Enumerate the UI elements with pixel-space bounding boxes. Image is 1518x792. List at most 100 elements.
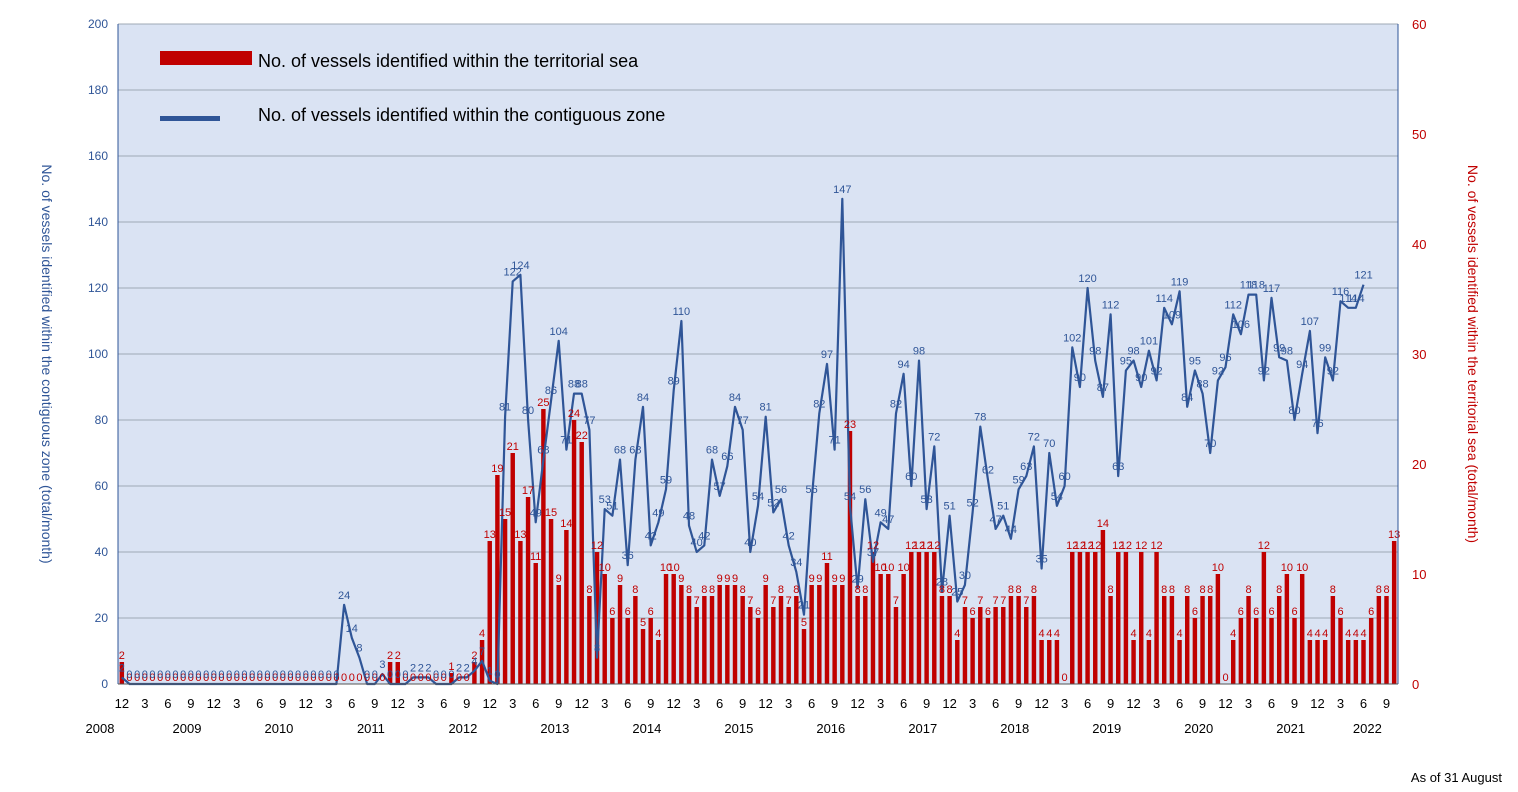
line-data-label: 0 bbox=[295, 669, 301, 681]
bar-data-label: 8 bbox=[1184, 584, 1190, 596]
bar-data-label: 0 bbox=[1222, 672, 1228, 684]
bar-data-label: 8 bbox=[793, 584, 799, 596]
territorial-sea-bar bbox=[939, 596, 945, 684]
year-label: 2016 bbox=[816, 721, 845, 736]
line-data-label: 0 bbox=[441, 669, 447, 681]
bar-data-label: 0 bbox=[195, 672, 201, 684]
territorial-sea-bar bbox=[625, 618, 630, 684]
bar-data-label: 0 bbox=[172, 672, 178, 684]
line-data-label: 0 bbox=[494, 669, 500, 681]
territorial-sea-bar bbox=[855, 596, 860, 684]
line-data-label: 56 bbox=[806, 484, 818, 496]
territorial-sea-bar bbox=[1047, 640, 1052, 684]
line-data-label: 72 bbox=[1028, 431, 1040, 443]
bar-data-label: 0 bbox=[341, 672, 347, 684]
bar-data-label: 0 bbox=[356, 672, 362, 684]
left-tick-label: 0 bbox=[101, 677, 108, 691]
territorial-sea-bar bbox=[985, 618, 991, 684]
territorial-sea-bar bbox=[1100, 530, 1106, 684]
bar-data-label: 8 bbox=[1245, 584, 1251, 596]
month-tick-label: 12 bbox=[115, 696, 129, 711]
line-data-label: 7 bbox=[479, 646, 485, 658]
line-data-label: 102 bbox=[1063, 332, 1081, 344]
territorial-sea-bar bbox=[640, 629, 646, 684]
line-data-label: 97 bbox=[821, 349, 833, 361]
territorial-sea-bar bbox=[571, 420, 577, 684]
year-label: 2018 bbox=[1000, 721, 1029, 736]
bar-data-label: 9 bbox=[816, 573, 822, 585]
line-data-label: 86 bbox=[545, 385, 557, 397]
bar-data-label: 4 bbox=[1039, 628, 1045, 640]
year-label: 2012 bbox=[448, 721, 477, 736]
bar-data-label: 4 bbox=[1176, 628, 1182, 640]
line-data-label: 25 bbox=[951, 587, 963, 599]
year-label: 2011 bbox=[357, 721, 385, 736]
territorial-sea-bar bbox=[970, 618, 975, 684]
territorial-sea-bar bbox=[1039, 640, 1044, 684]
territorial-sea-bar bbox=[1215, 574, 1221, 684]
territorial-sea-bar bbox=[518, 541, 523, 684]
line-data-label: 95 bbox=[1120, 356, 1132, 368]
month-tick-label: 3 bbox=[233, 696, 240, 711]
bar-data-label: 0 bbox=[249, 672, 255, 684]
territorial-sea-bar bbox=[1123, 552, 1129, 684]
bar-data-label: 12 bbox=[867, 540, 879, 552]
line-data-label: 60 bbox=[905, 471, 917, 483]
line-data-label: 94 bbox=[898, 359, 910, 371]
bar-data-label: 8 bbox=[1169, 584, 1175, 596]
month-tick-label: 6 bbox=[808, 696, 815, 711]
month-tick-label: 3 bbox=[1337, 696, 1344, 711]
territorial-sea-bar bbox=[648, 618, 653, 684]
territorial-sea-bar bbox=[1001, 607, 1006, 684]
month-tick-label: 12 bbox=[207, 696, 221, 711]
bar-data-label: 12 bbox=[1150, 540, 1162, 552]
year-label: 2013 bbox=[540, 721, 569, 736]
territorial-sea-bar bbox=[1238, 618, 1244, 684]
year-label: 2020 bbox=[1184, 721, 1213, 736]
bar-data-label: 0 bbox=[364, 672, 370, 684]
territorial-sea-bar bbox=[1054, 640, 1060, 684]
year-label: 2022 bbox=[1353, 721, 1382, 736]
line-data-label: 37 bbox=[867, 547, 879, 559]
bar-data-label: 12 bbox=[1120, 540, 1132, 552]
line-data-label: 99 bbox=[1273, 342, 1285, 354]
line-data-label: 63 bbox=[1020, 461, 1032, 473]
territorial-sea-bar bbox=[1108, 596, 1113, 684]
territorial-sea-bar bbox=[1315, 640, 1320, 684]
line-data-label: 122 bbox=[504, 266, 522, 278]
line-data-label: 80 bbox=[1288, 405, 1300, 417]
month-tick-label: 3 bbox=[785, 696, 792, 711]
line-data-label: 82 bbox=[813, 398, 825, 410]
territorial-sea-bar bbox=[962, 607, 968, 684]
line-data-label: 2 bbox=[418, 662, 424, 674]
line-data-label: 49 bbox=[530, 507, 542, 519]
line-data-label: 0 bbox=[157, 669, 163, 681]
line-data-label: 3 bbox=[379, 659, 385, 671]
territorial-sea-bar bbox=[1077, 552, 1083, 684]
territorial-sea-bar bbox=[1070, 552, 1075, 684]
line-data-label: 70 bbox=[1043, 438, 1055, 450]
line-data-label: 112 bbox=[1102, 299, 1120, 311]
territorial-sea-bar bbox=[755, 618, 761, 684]
bar-data-label: 12 bbox=[913, 540, 925, 552]
month-tick-label: 9 bbox=[1383, 696, 1390, 711]
territorial-sea-bar bbox=[1131, 640, 1136, 684]
left-tick-label: 140 bbox=[88, 215, 108, 229]
territorial-sea-bar bbox=[495, 475, 500, 684]
bar-data-label: 6 bbox=[609, 606, 615, 618]
line-data-label: 56 bbox=[859, 484, 871, 496]
bar-data-label: 4 bbox=[1322, 628, 1328, 640]
territorial-sea-bar bbox=[686, 596, 692, 684]
bar-data-label: 0 bbox=[1062, 672, 1068, 684]
month-tick-label: 3 bbox=[509, 696, 516, 711]
month-tick-label: 12 bbox=[1310, 696, 1324, 711]
line-data-label: 114 bbox=[1347, 293, 1365, 305]
month-tick-label: 12 bbox=[574, 696, 588, 711]
territorial-sea-bar bbox=[1146, 640, 1152, 684]
territorial-sea-bar bbox=[1031, 596, 1037, 684]
bar-data-label: 6 bbox=[1368, 606, 1374, 618]
bar-data-label: 0 bbox=[349, 672, 355, 684]
territorial-sea-bar bbox=[694, 607, 699, 684]
territorial-sea-bar bbox=[663, 574, 669, 684]
line-data-label: 36 bbox=[622, 550, 634, 562]
